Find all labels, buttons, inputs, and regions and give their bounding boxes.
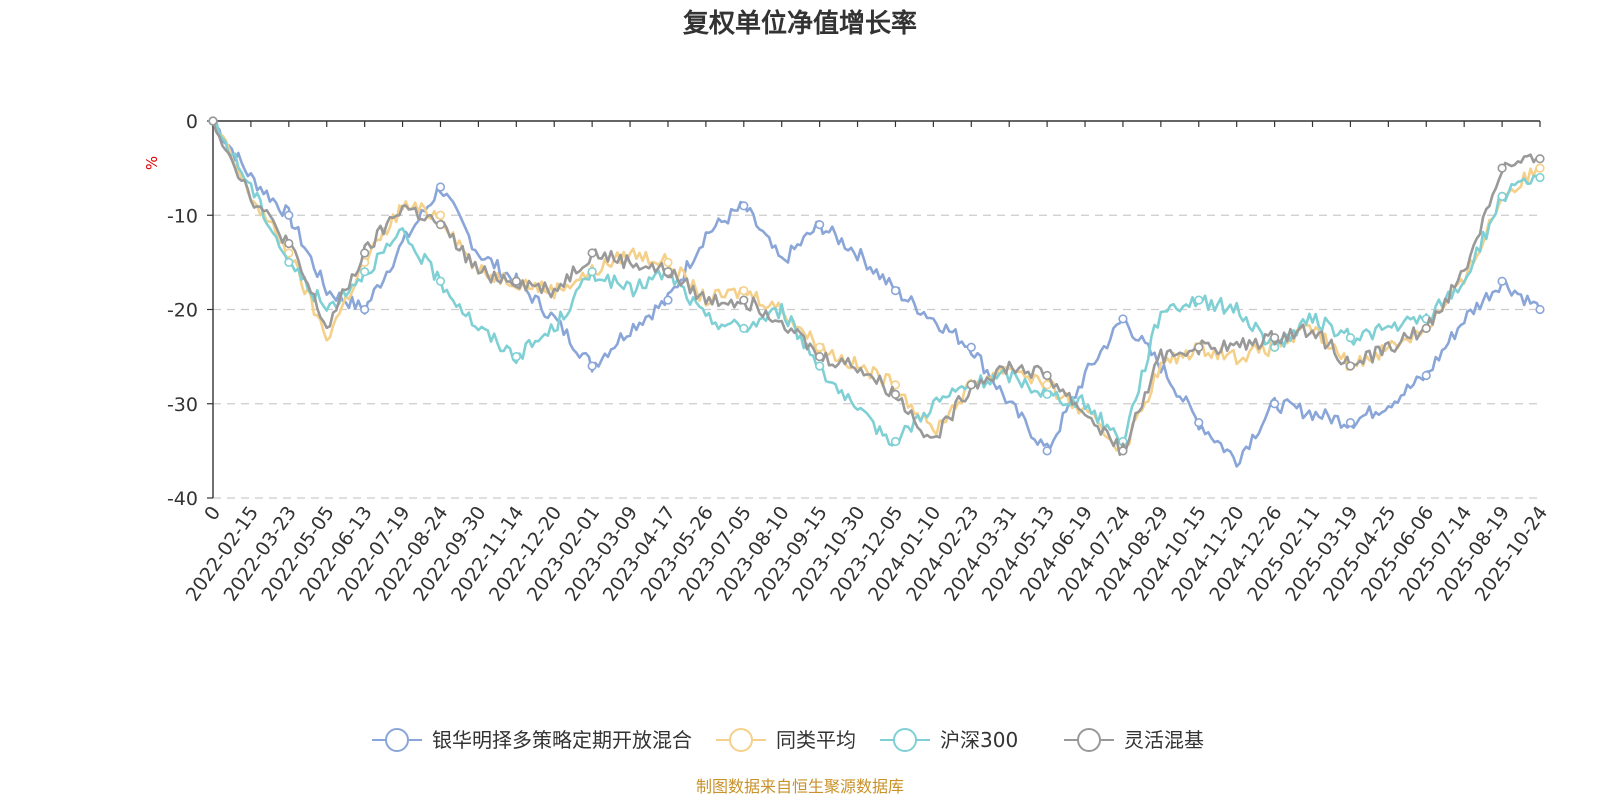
series-point bbox=[360, 304, 370, 315]
series-point bbox=[435, 182, 446, 192]
series-point bbox=[815, 342, 825, 352]
legend-marker bbox=[893, 728, 917, 752]
legend-marker bbox=[729, 728, 753, 752]
series-point bbox=[284, 257, 294, 267]
series-point bbox=[511, 352, 521, 362]
legend-item[interactable]: 沪深300 bbox=[880, 728, 1018, 752]
series-point bbox=[663, 295, 673, 305]
series-point bbox=[663, 267, 673, 277]
series-point bbox=[1194, 342, 1204, 352]
legend-label: 灵活混基 bbox=[1124, 728, 1204, 752]
legend-marker bbox=[385, 728, 409, 752]
series-point bbox=[663, 257, 673, 267]
series-point bbox=[739, 295, 749, 305]
series-point bbox=[1042, 370, 1052, 381]
legend-item[interactable]: 同类平均 bbox=[716, 728, 856, 752]
series-point bbox=[1269, 399, 1280, 409]
series-point bbox=[815, 220, 825, 230]
x-tick-label: 0 bbox=[200, 502, 225, 525]
series-point bbox=[1497, 163, 1507, 173]
series-point bbox=[739, 323, 749, 333]
legend-label: 沪深300 bbox=[940, 728, 1018, 752]
series-point bbox=[1497, 276, 1507, 286]
series-point bbox=[511, 276, 521, 286]
series-point bbox=[1118, 446, 1128, 456]
series-line bbox=[212, 120, 1541, 455]
y-tick-label: -40 bbox=[167, 488, 198, 510]
y-tick-label: -30 bbox=[167, 394, 198, 416]
series-point bbox=[587, 248, 597, 258]
series-point bbox=[1421, 370, 1431, 381]
legend-marker bbox=[1077, 728, 1101, 752]
series-point bbox=[1118, 314, 1128, 324]
series-point bbox=[284, 248, 294, 258]
series-point bbox=[1345, 333, 1356, 343]
series-point bbox=[1497, 191, 1507, 201]
y-axis-unit: % bbox=[143, 156, 161, 170]
y-tick-label: -10 bbox=[167, 205, 198, 227]
series-point bbox=[435, 220, 446, 230]
series-point bbox=[284, 210, 294, 220]
series-point bbox=[1042, 446, 1052, 456]
series-point bbox=[1269, 333, 1280, 343]
legend-item[interactable]: 银华明择多策略定期开放混合 bbox=[372, 728, 692, 752]
series-point bbox=[435, 276, 446, 286]
series-point bbox=[284, 238, 294, 249]
legend-item[interactable]: 灵活混基 bbox=[1064, 728, 1204, 752]
series-point bbox=[1535, 172, 1545, 183]
series-line bbox=[211, 120, 1541, 457]
legend-label: 同类平均 bbox=[776, 728, 856, 752]
grid-layer bbox=[213, 214, 1540, 499]
series-point bbox=[360, 248, 370, 258]
series-point bbox=[1535, 304, 1545, 315]
series-point bbox=[1345, 361, 1356, 371]
series-layer bbox=[208, 116, 1545, 468]
series-point bbox=[815, 352, 825, 362]
series-point bbox=[739, 286, 749, 296]
y-tick-label: -20 bbox=[167, 300, 198, 322]
series-line bbox=[211, 120, 1542, 468]
series-point bbox=[1194, 295, 1204, 305]
series-point bbox=[360, 267, 370, 277]
series-point bbox=[1042, 389, 1052, 399]
series-point bbox=[1535, 163, 1545, 173]
series-point bbox=[890, 389, 901, 399]
source-note: 制图数据来自恒生聚源数据库 bbox=[696, 777, 904, 796]
legend-label: 银华明择多策略定期开放混合 bbox=[432, 728, 692, 752]
series-point bbox=[1042, 380, 1052, 390]
series-point bbox=[1535, 154, 1545, 164]
series-point bbox=[587, 361, 597, 371]
chart-title: 复权单位净值增长率 bbox=[683, 8, 917, 39]
series-point bbox=[208, 116, 218, 126]
series-point bbox=[1421, 323, 1431, 333]
series-point bbox=[1345, 418, 1356, 428]
series-point bbox=[966, 342, 976, 352]
series-point bbox=[1194, 418, 1204, 428]
series-point bbox=[890, 436, 901, 447]
series-point bbox=[815, 361, 825, 371]
series-line bbox=[213, 119, 1541, 448]
series-point bbox=[435, 210, 446, 220]
series-point bbox=[890, 286, 901, 296]
series-point bbox=[739, 201, 749, 211]
series-point bbox=[587, 267, 597, 277]
series-point bbox=[966, 380, 976, 390]
y-tick-label: 0 bbox=[186, 111, 198, 133]
legend[interactable]: 银华明择多策略定期开放混合 同类平均 沪深300 灵活混基 bbox=[372, 728, 1204, 752]
